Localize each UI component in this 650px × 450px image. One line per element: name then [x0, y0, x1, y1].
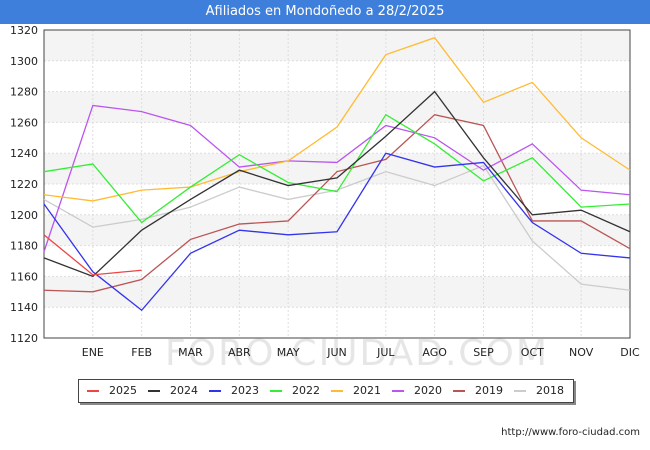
- legend-label: 2019: [475, 384, 503, 397]
- series-line-2022: [43, 113, 631, 224]
- series-line-2023: [43, 152, 631, 312]
- y-tick-label: 1320: [10, 24, 38, 37]
- legend-item-2024: 2024: [148, 380, 209, 402]
- legend-item-2019: 2019: [453, 380, 514, 402]
- x-tick-label: NOV: [569, 346, 594, 359]
- y-tick-label: 1220: [10, 178, 38, 191]
- x-tick-label: DIC: [620, 346, 640, 359]
- x-tick-label: JUN: [326, 346, 347, 359]
- series-line-2021: [43, 36, 631, 202]
- legend-label: 2022: [292, 384, 320, 397]
- legend-swatch: [331, 390, 343, 392]
- legend-label: 2024: [170, 384, 198, 397]
- x-tick-label: ENE: [82, 346, 104, 359]
- watermark: FORO-CIUDAD.COM: [165, 333, 549, 374]
- title-bar: [0, 0, 650, 24]
- legend-swatch: [514, 390, 526, 392]
- chart-legend: 2025 2024 2023 2022 2021 2020 2019 2018: [78, 379, 574, 403]
- legend-swatch: [148, 390, 160, 392]
- legend-label: 2021: [353, 384, 381, 397]
- legend-swatch: [209, 390, 221, 392]
- y-tick-label: 1140: [10, 301, 38, 314]
- legend-item-2022: 2022: [270, 380, 331, 402]
- series-line-2025: [43, 234, 142, 276]
- series-line-2018: [43, 164, 631, 291]
- legend-label: 2020: [414, 384, 442, 397]
- x-tick-label: AGO: [422, 346, 447, 359]
- x-tick-label: FEB: [131, 346, 152, 359]
- legend-label: 2023: [231, 384, 259, 397]
- x-tick-label: JUL: [376, 346, 395, 359]
- series-line-2024: [43, 90, 631, 278]
- legend-item-2021: 2021: [331, 380, 392, 402]
- series-line-2020: [43, 104, 631, 252]
- x-tick-label: MAY: [277, 346, 300, 359]
- y-tick-label: 1120: [10, 332, 38, 345]
- plot-frame: [43, 29, 631, 339]
- x-tick-label: ABR: [228, 346, 251, 359]
- y-tick-label: 1260: [10, 116, 38, 129]
- x-tick-label: OCT: [521, 346, 544, 359]
- legend-swatch: [87, 390, 99, 392]
- y-tick-label: 1160: [10, 270, 38, 283]
- legend-label: 2018: [536, 384, 564, 397]
- legend-item-2025: 2025: [87, 380, 148, 402]
- source-url[interactable]: http://www.foro-ciudad.com: [501, 427, 640, 438]
- legend-item-2023: 2023: [209, 380, 270, 402]
- legend-swatch: [392, 390, 404, 392]
- y-tick-label: 1200: [10, 209, 38, 222]
- legend-item-2020: 2020: [392, 380, 453, 402]
- x-tick-label: SEP: [473, 346, 494, 359]
- y-tick-label: 1280: [10, 86, 38, 99]
- x-tick-label: MAR: [178, 346, 203, 359]
- series-line-2019: [43, 113, 631, 293]
- y-tick-label: 1240: [10, 147, 38, 160]
- legend-item-2018: 2018: [514, 380, 575, 402]
- legend-swatch: [270, 390, 282, 392]
- y-tick-label: 1300: [10, 55, 38, 68]
- legend-label: 2025: [109, 384, 137, 397]
- y-tick-label: 1180: [10, 240, 38, 253]
- chart-title: Afiliados en Mondoñedo a 28/2/2025: [205, 4, 445, 19]
- legend-swatch: [453, 390, 465, 392]
